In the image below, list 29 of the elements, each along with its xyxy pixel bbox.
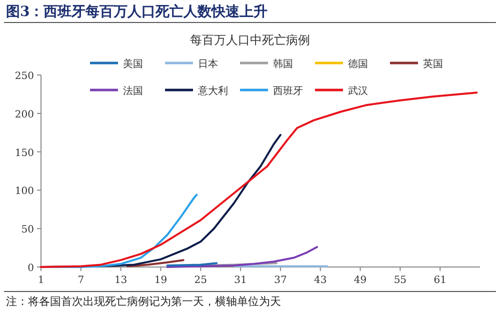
y-tick-label: 250 [14,71,34,82]
legend-label: 意大利 [197,85,228,97]
legend-label: 日本 [198,58,218,70]
legend-label: 美国 [123,58,143,70]
legend-label: 德国 [348,59,368,70]
x-tick-label: 49 [354,275,367,286]
chart-title: 图3：西班牙每百万人口死亡人数快速上升 [6,3,268,21]
x-tick-label: 31 [234,275,247,286]
x-tick-label: 43 [314,275,327,286]
legend-label: 英国 [423,58,443,70]
x-tick-label: 25 [194,275,208,286]
legend-label: 法国 [123,85,143,97]
y-tick-label: 200 [14,109,34,120]
y-tick-label: 50 [21,224,34,236]
y-tick-label: 150 [14,148,34,159]
x-tick-label: 37 [274,275,287,286]
x-tick-label: 61 [434,275,446,286]
text: 注：将各国首次出现死亡病例记为第一天，横轴单位为天 [6,294,282,310]
x-tick-label: 55 [394,275,407,286]
legend-label: 武汉 [348,85,368,97]
legend-label: 韩国 [273,58,293,70]
x-tick-label: 13 [114,275,128,286]
x-tick-label: 19 [154,275,168,286]
x-tick-label: 7 [78,275,84,286]
y-tick-label: 100 [14,186,34,198]
chart-subtitle: 每百万人口中死亡病例 [190,33,310,47]
legend-label: 西班牙 [273,85,303,97]
x-tick-label: 1 [38,275,44,286]
y-tick-label: 0 [28,263,34,274]
